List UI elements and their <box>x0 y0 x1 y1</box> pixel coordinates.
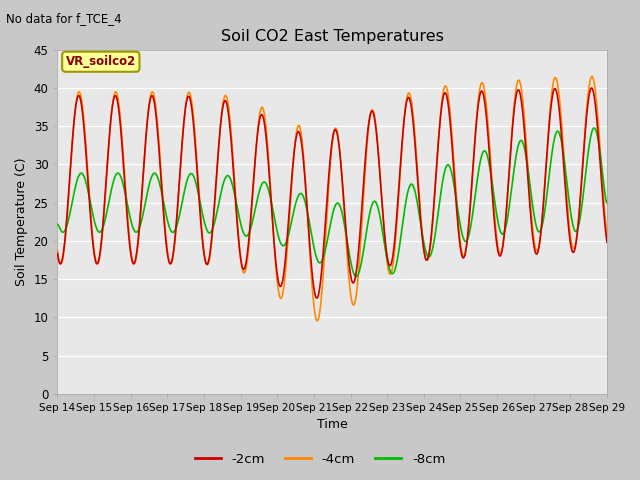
Y-axis label: Soil Temperature (C): Soil Temperature (C) <box>15 157 28 286</box>
Legend: -2cm, -4cm, -8cm: -2cm, -4cm, -8cm <box>189 447 451 471</box>
Text: VR_soilco2: VR_soilco2 <box>66 55 136 68</box>
Text: No data for f_TCE_4: No data for f_TCE_4 <box>6 12 122 25</box>
X-axis label: Time: Time <box>317 419 348 432</box>
Title: Soil CO2 East Temperatures: Soil CO2 East Temperatures <box>221 29 444 44</box>
